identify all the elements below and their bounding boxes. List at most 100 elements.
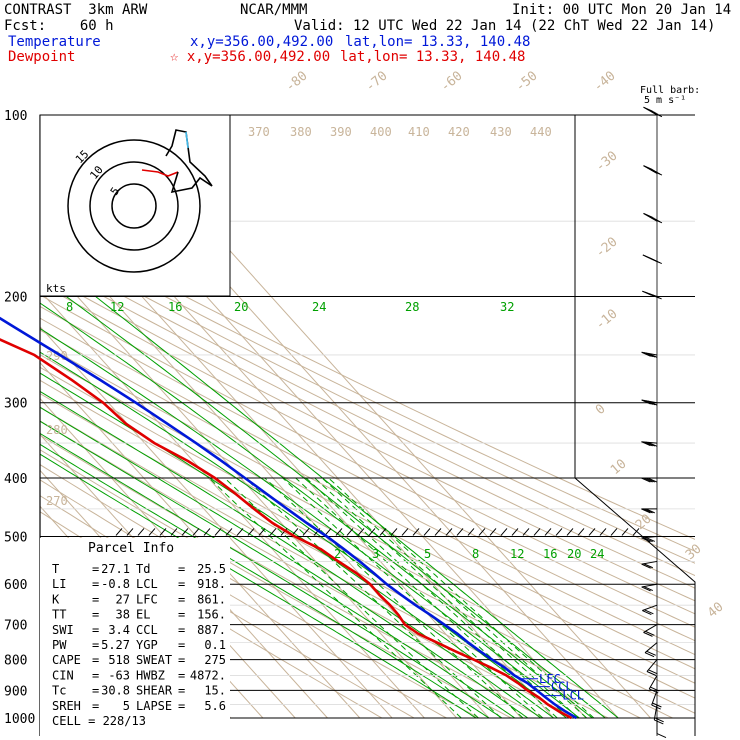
mixing-ratio-label: 16: [543, 547, 557, 561]
temperature-legend-label: Temperature: [8, 34, 101, 50]
parcel-row-equals: =: [92, 653, 99, 667]
parcel-row-label: LAPSE: [136, 699, 172, 713]
level-hatch: [159, 528, 167, 536]
level-hatch: [511, 528, 519, 536]
level-hatch: [258, 528, 266, 536]
wind-barb-flag: [650, 686, 660, 692]
wind-barb-flag: [648, 669, 658, 675]
parcel-row-value: 25.5: [197, 562, 226, 576]
isotherm-label: -70: [363, 68, 391, 95]
wind-barb-flag: [641, 441, 651, 447]
parcel-row-label: LFC: [136, 592, 158, 606]
pressure-label: 600: [4, 578, 27, 593]
model-title: CONTRAST 3km ARW: [4, 2, 148, 18]
level-hatch: [500, 528, 508, 536]
level-hatch: [181, 528, 189, 536]
parcel-row-value: 275: [204, 653, 226, 667]
parcel-row-label: PW: [52, 638, 67, 652]
parcel-row-equals: =: [92, 699, 99, 713]
parcel-row-equals: =: [178, 653, 185, 667]
isotherm-label: -30: [593, 148, 621, 175]
parcel-row-label: LCL: [136, 577, 158, 591]
wind-barb-flag: [645, 630, 655, 636]
level-hatch: [412, 528, 420, 536]
wind-barb-flag: [647, 352, 658, 358]
parcel-row-label: Tc: [52, 684, 66, 698]
parcel-row-label: YGP: [136, 638, 158, 652]
parcel-row-equals: =: [178, 699, 185, 713]
wind-barb-flag: [643, 631, 653, 637]
wind-barb-flag: [646, 650, 656, 656]
parcel-row-equals: =: [178, 684, 185, 698]
level-hatch: [456, 528, 464, 536]
isotherm-label: -80: [283, 68, 311, 95]
parcel-row-value: 30.8: [101, 684, 130, 698]
level-hatch: [566, 528, 574, 536]
wind-barb-flag: [654, 717, 664, 723]
mixing-ratio-label: 24: [590, 547, 604, 561]
parcel-row-value: 5: [123, 699, 130, 713]
wind-barb-flag: [643, 352, 653, 358]
wind-barb-flag: [643, 508, 653, 514]
dewpoint-legend-label: Dewpoint: [8, 49, 76, 65]
parcel-row-value: 38: [116, 608, 130, 622]
isotherm-label: -20: [593, 234, 621, 261]
lfc-label: LFC: [539, 672, 561, 686]
parcel-row-label: LI: [52, 577, 66, 591]
pressure-label: 900: [4, 684, 27, 699]
theta-label: 400: [370, 125, 392, 139]
wind-barb: [651, 690, 658, 706]
level-hatch: [555, 528, 563, 536]
temperature-legend-latlon: lat,lon= 13.33, 140.48: [345, 34, 531, 50]
wind-barb-flag: [654, 719, 664, 725]
mixing-ratio-label: 32: [500, 300, 514, 314]
parcel-row-label: EL: [136, 608, 150, 622]
level-hatch: [170, 528, 178, 536]
wind-barb-flag: [652, 702, 662, 708]
wind-barb-flag: [652, 294, 662, 300]
theta-label: 270: [46, 494, 68, 508]
mixing-ratio-label: 20: [234, 300, 248, 314]
barb-legend-title: Full barb:: [640, 85, 701, 96]
mixing-ratio-label: 12: [110, 300, 124, 314]
wind-barb-flag: [652, 259, 662, 265]
level-hatch: [489, 528, 497, 536]
level-hatch: [335, 528, 343, 536]
parcel-row-value: -0.8: [101, 577, 130, 591]
parcel-row-value: 15.: [204, 684, 226, 698]
wind-barb-flag: [652, 112, 663, 118]
parcel-row-equals: =: [92, 668, 99, 682]
isotherm-label: -40: [591, 68, 619, 95]
level-hatch: [467, 528, 475, 536]
isotherm-label: 20: [633, 512, 655, 534]
pressure-label: 100: [4, 109, 27, 124]
parcel-row-equals: =: [178, 623, 185, 637]
parcel-row-label: TT: [52, 608, 66, 622]
mixing-ratio-label: 8: [472, 547, 479, 561]
init-time: Init: 00 UTC Mon 20 Jan 14: [512, 2, 732, 18]
wind-barb-flag: [647, 400, 658, 406]
level-hatch: [621, 528, 629, 536]
mixing-ratio-label: 28: [405, 300, 419, 314]
wind-barb-flag: [645, 477, 655, 483]
wind-barb-flag: [641, 586, 651, 592]
level-hatch: [544, 528, 552, 536]
parcel-row-value: 861.: [197, 592, 226, 606]
parcel-row-value: 4872.: [190, 668, 226, 682]
wind-barb-flag: [646, 671, 657, 676]
level-hatch: [247, 528, 255, 536]
level-hatch: [478, 528, 486, 536]
level-hatch: [588, 528, 596, 536]
barb-legend-units: 5 m s⁻¹: [644, 95, 687, 106]
hodograph-trace-top: [185, 131, 189, 149]
wind-barb-flag: [647, 441, 658, 447]
level-hatch: [390, 528, 398, 536]
mixing-ratio-label: 24: [312, 300, 326, 314]
hodograph-trace-mid: [165, 129, 213, 194]
lcl-label: LCL: [562, 689, 584, 703]
parcel-row-value: 5.27: [101, 638, 130, 652]
theta-label: 370: [248, 125, 270, 139]
pressure-label: 700: [4, 619, 27, 634]
level-hatch: [632, 528, 640, 536]
theta-label: 390: [330, 125, 352, 139]
